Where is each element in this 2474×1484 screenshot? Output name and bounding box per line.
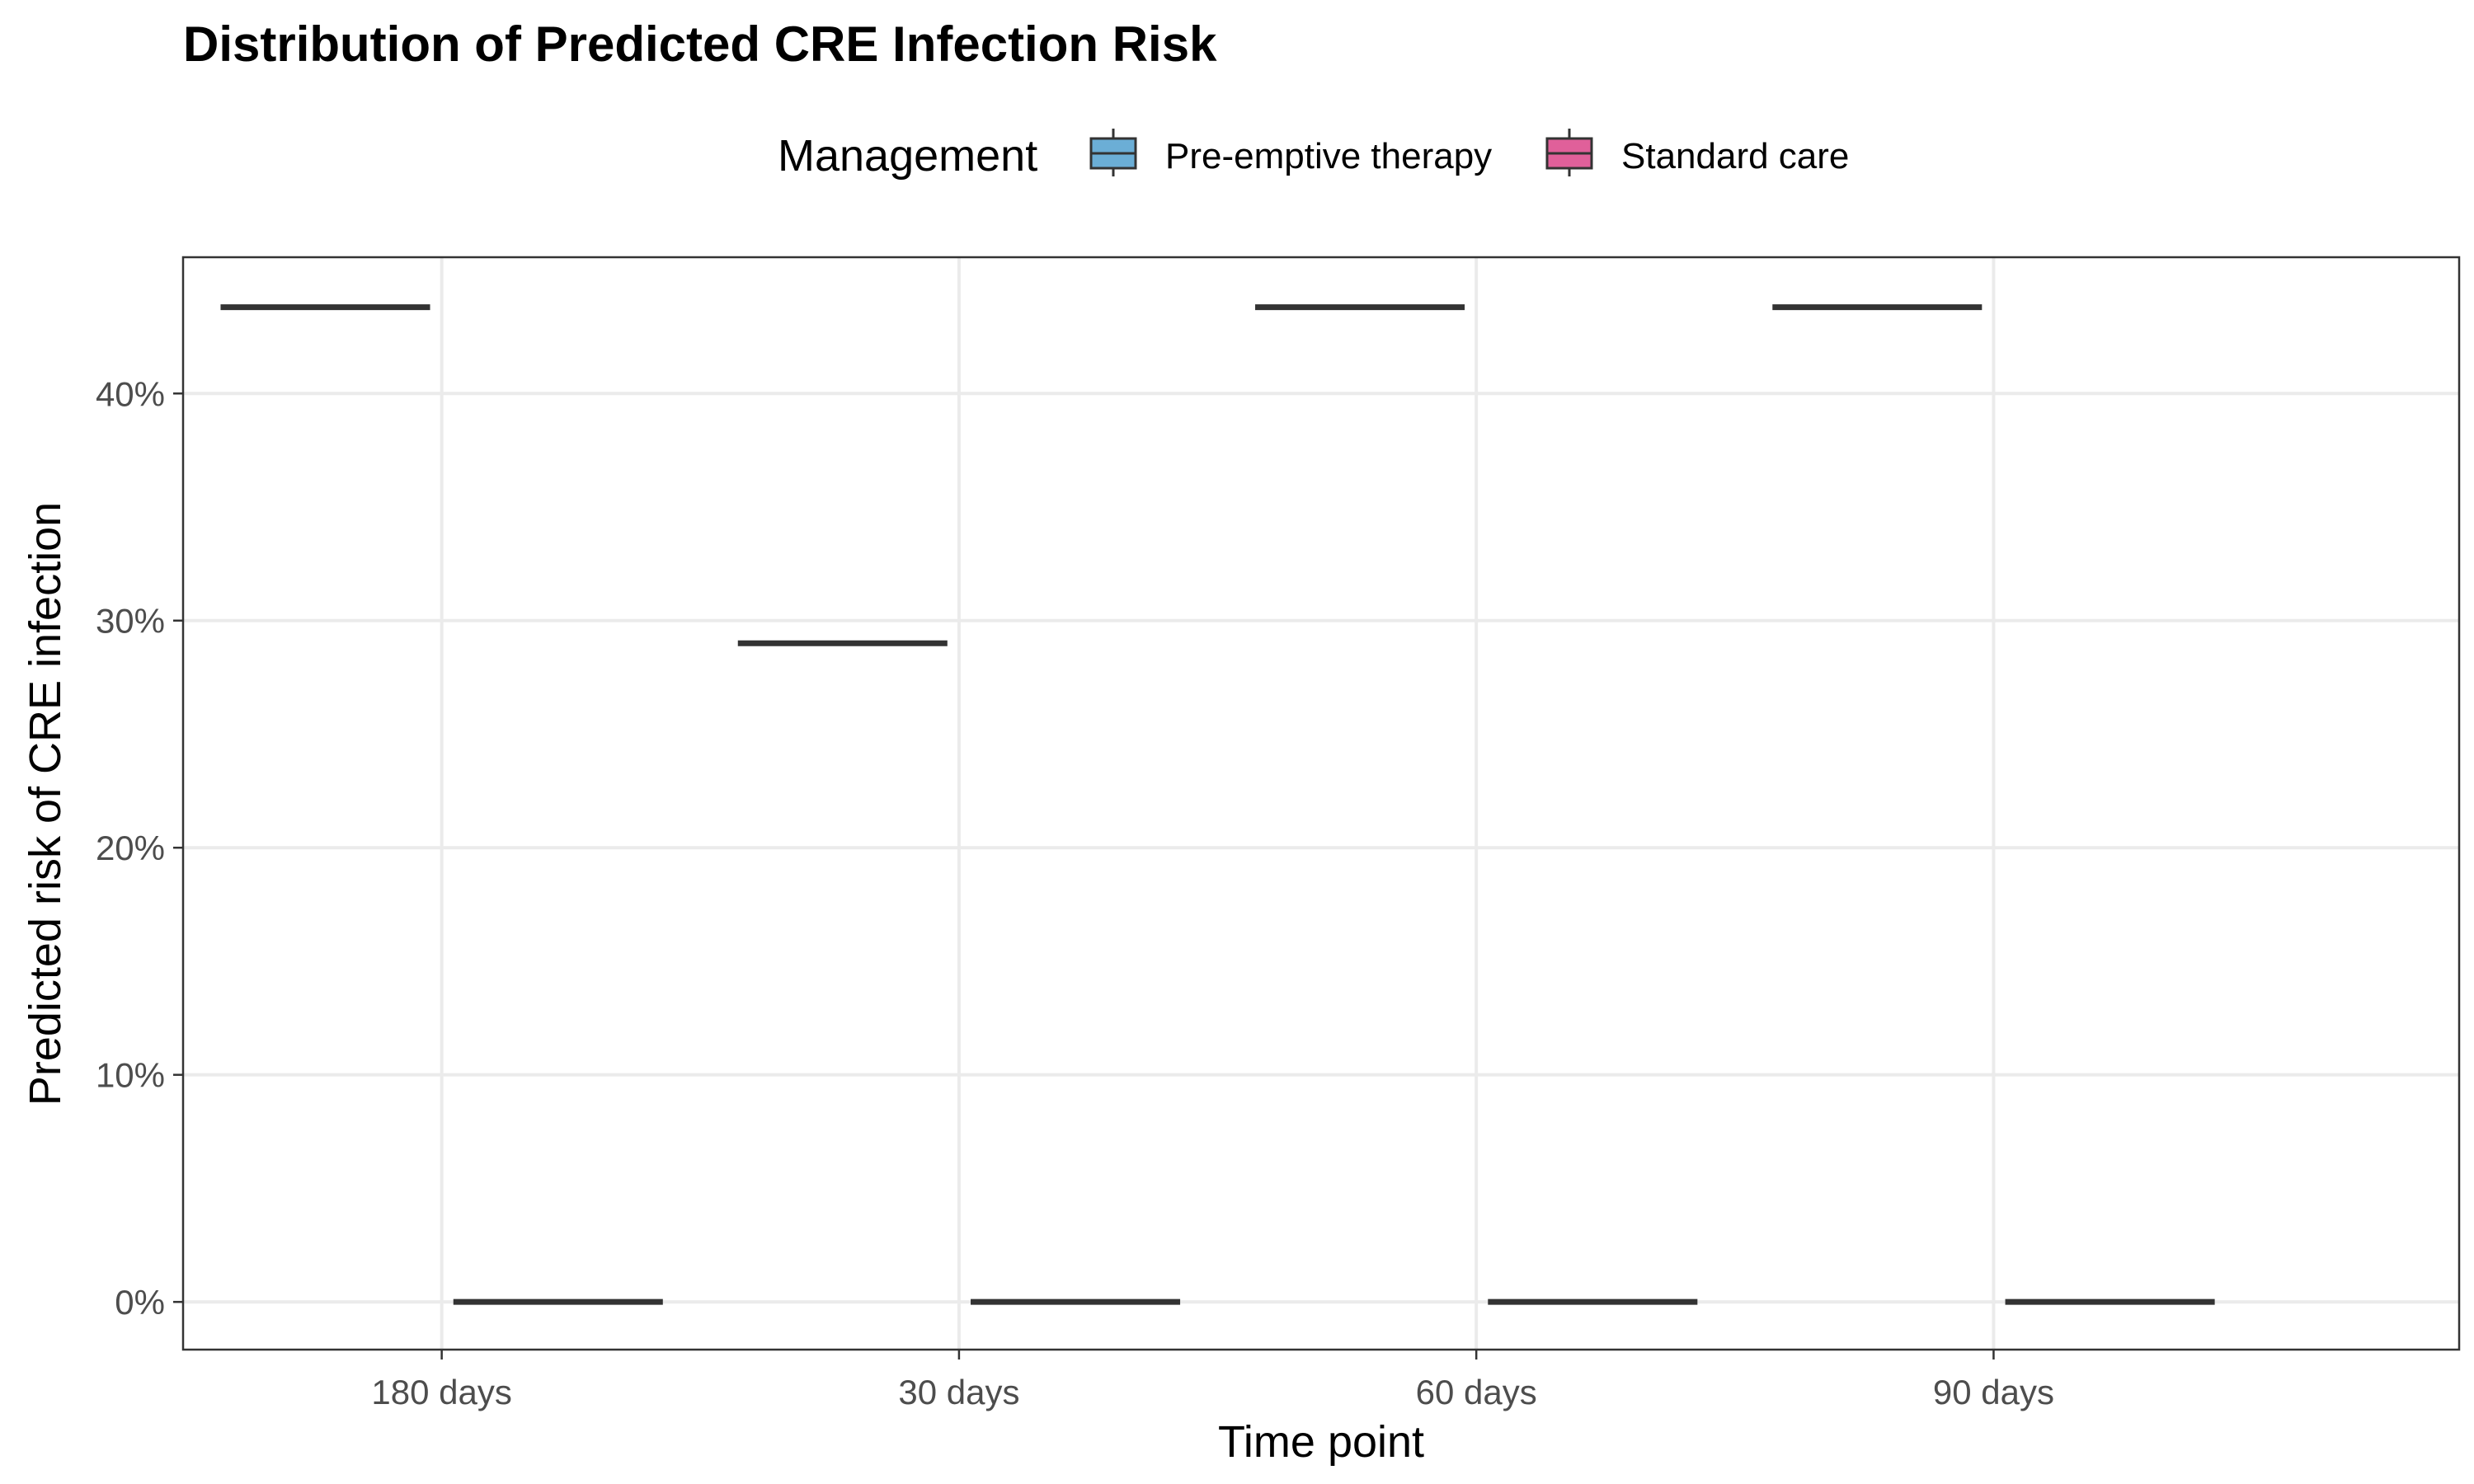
- legend-entry-pre-emptive-therapy: Pre-emptive therapy: [1089, 129, 1492, 176]
- y-axis-title: Predicted risk of CRE infection: [21, 502, 70, 1106]
- legend-label-pre-emptive-therapy: Pre-emptive therapy: [1165, 136, 1492, 176]
- x-tick-label: 60 days: [1416, 1373, 1537, 1411]
- marks-layer: [220, 304, 2215, 1305]
- legend: Management Pre-emptive therapy Standard …: [778, 129, 1849, 181]
- grid-layer: [183, 257, 2459, 1350]
- x-tick-label: 90 days: [1933, 1373, 2054, 1411]
- x-tick-label: 30 days: [898, 1373, 1019, 1411]
- y-tick-label: 40%: [96, 374, 165, 413]
- y-tick-label: 20%: [96, 829, 165, 867]
- chart-title: Distribution of Predicted CRE Infection …: [183, 16, 1217, 72]
- y-tick-label: 0%: [115, 1283, 165, 1322]
- x-axis-title: Time point: [1218, 1417, 1424, 1467]
- y-tick-label: 30%: [96, 602, 165, 641]
- x-tick-label: 180 days: [371, 1373, 511, 1411]
- legend-title: Management: [778, 131, 1037, 181]
- y-tick-label: 10%: [96, 1056, 165, 1095]
- legend-label-standard-care: Standard care: [1621, 136, 1849, 176]
- plot-panel: [181, 256, 2461, 1351]
- axis-layer: 0% 10% 20% 30% 40% 180 days 30 days 60 days 90 d…: [96, 374, 2054, 1411]
- legend-entry-standard-care: Standard care: [1545, 129, 1849, 176]
